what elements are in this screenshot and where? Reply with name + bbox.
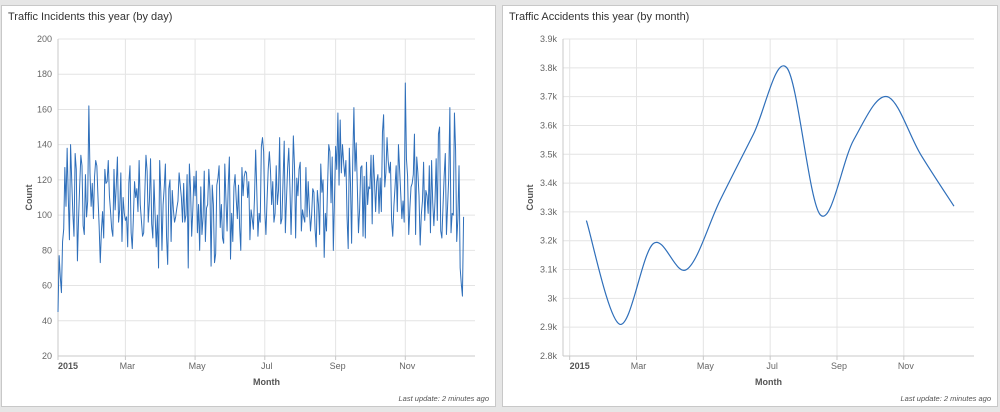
x-tick-label: 2015: [58, 361, 78, 371]
y-tick-label: 40: [42, 316, 52, 326]
y-tick-label: 3.8k: [540, 63, 558, 73]
y-tick-label: 3k: [547, 293, 557, 303]
incidents-panel: Traffic Incidents this year (by day) 20 4…: [1, 5, 496, 407]
accidents-data-point: [585, 219, 588, 222]
y-tick-label: 120: [37, 175, 52, 185]
x-axis-title: Month: [253, 377, 280, 387]
y-tick-label: 3.2k: [540, 236, 558, 246]
x-tick-label: Nov: [399, 361, 416, 371]
x-tick-label: Sep: [330, 361, 346, 371]
accidents-data-point: [685, 268, 688, 271]
incidents-chart: 20 40 60 80 100 120 140 160 180 200 2015 Mar May Jul S…: [24, 34, 475, 387]
x-tick-label: Nov: [898, 361, 915, 371]
x-tick-label: May: [697, 361, 715, 371]
x-tick-label: Jul: [766, 361, 778, 371]
x-tick-label: May: [189, 361, 207, 371]
y-tick-label: 3.6k: [540, 120, 558, 130]
y-tick-label: 3.4k: [540, 178, 558, 188]
y-axis-title: Count: [24, 185, 34, 211]
y-tick-label: 140: [37, 140, 52, 150]
y-tick-label: 3.5k: [540, 149, 558, 159]
accidents-data-point: [785, 66, 788, 69]
accidents-panel: Traffic Accidents this year (by month) 2…: [502, 5, 998, 407]
accidents-data-point: [919, 153, 922, 156]
accidents-data-point: [719, 199, 722, 202]
y-tick-label: 3.7k: [540, 92, 558, 102]
accidents-data-point: [819, 213, 822, 216]
incidents-last-update: Last update: 2 minutes ago: [398, 394, 489, 403]
accidents-data-point: [618, 323, 621, 326]
y-tick-label: 200: [37, 34, 52, 44]
y-tick-label: 180: [37, 69, 52, 79]
y-tick-label: 100: [37, 210, 52, 220]
accidents-panel-title: Traffic Accidents this year (by month): [509, 11, 690, 23]
y-tick-label: 3.9k: [540, 34, 558, 44]
y-axis-title: Count: [525, 185, 535, 211]
y-tick-label: 160: [37, 104, 52, 114]
accidents-data-point: [886, 95, 889, 98]
x-tick-label: Sep: [831, 361, 847, 371]
accidents-data-point: [752, 133, 755, 136]
accidents-data-point: [952, 205, 955, 208]
x-tick-label: Mar: [120, 361, 136, 371]
y-tick-label: 2.8k: [540, 351, 558, 361]
y-tick-label: 3.3k: [540, 207, 558, 217]
x-tick-label: Jul: [261, 361, 273, 371]
y-tick-label: 2.9k: [540, 322, 558, 332]
y-tick-label: 80: [42, 245, 52, 255]
y-tick-label: 20: [42, 351, 52, 361]
accidents-data-point: [652, 242, 655, 245]
accidents-chart: 2.8k 2.9k 3k 3.1k 3.2k 3.3k 3.4k 3.5k 3.6k 3.7k 3.…: [525, 34, 974, 387]
incidents-series-line: [57, 82, 465, 312]
x-tick-label: 2015: [570, 361, 590, 371]
accidents-series-line: [585, 65, 955, 325]
y-tick-label: 3.1k: [540, 265, 558, 275]
x-tick-label: Mar: [631, 361, 647, 371]
accidents-last-update: Last update: 2 minutes ago: [900, 394, 991, 403]
accidents-data-point: [852, 138, 855, 141]
incidents-panel-title: Traffic Incidents this year (by day): [8, 11, 173, 23]
x-axis-title: Month: [755, 377, 782, 387]
y-tick-label: 60: [42, 281, 52, 291]
